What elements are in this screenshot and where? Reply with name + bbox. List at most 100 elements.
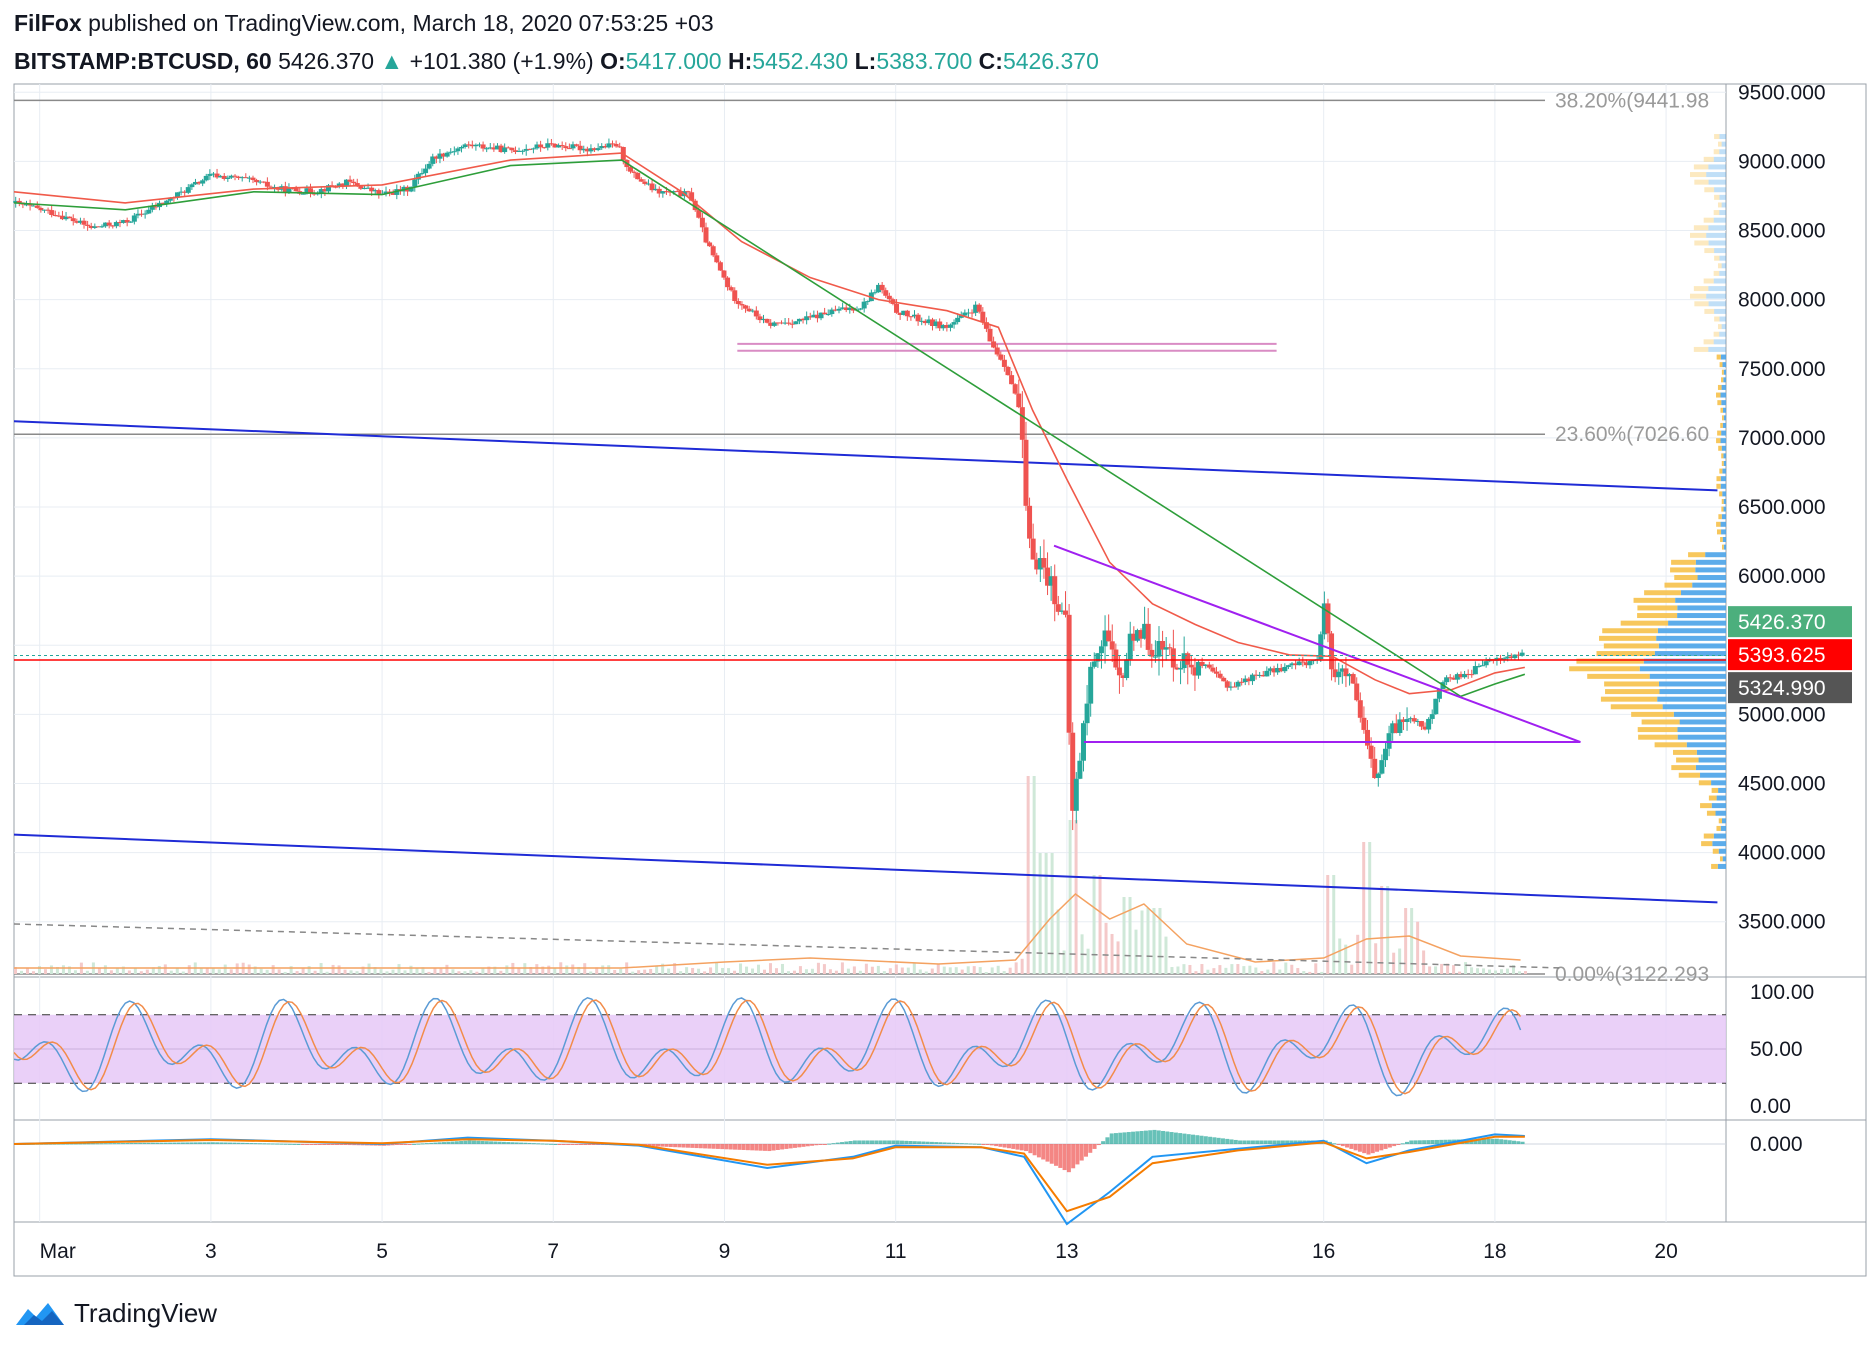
volume-profile-bar — [1695, 765, 1726, 771]
volume-bar — [1320, 971, 1324, 974]
volume-bar — [1146, 908, 1150, 974]
macd-axis-label: 0.000 — [1750, 1133, 1803, 1156]
candle-body — [110, 225, 116, 227]
macd-histogram-bar — [193, 1142, 198, 1144]
volume-profile-bar — [1723, 453, 1726, 459]
candle-body — [1080, 723, 1086, 761]
macd-histogram-bar — [673, 1144, 678, 1148]
macd-histogram-bar — [347, 1144, 352, 1146]
volume-profile-bar — [1706, 293, 1726, 299]
volume-bar — [601, 965, 605, 974]
candle-body — [689, 192, 695, 201]
volume-bar — [1038, 853, 1042, 974]
macd-histogram-bar — [904, 1140, 909, 1144]
volume-profile-bar — [1716, 483, 1721, 489]
price-axis-label: 6500.000 — [1738, 496, 1826, 519]
candle-body — [811, 314, 817, 318]
macd-histogram-bar — [1503, 1139, 1508, 1144]
volume-bar — [259, 968, 263, 974]
candle-body — [502, 147, 508, 153]
footer-brand[interactable]: TradingView — [74, 1298, 218, 1328]
volume-profile-bar — [1708, 240, 1726, 246]
candle-body — [469, 144, 475, 147]
macd-histogram-bar — [536, 1143, 541, 1145]
candle-body — [904, 310, 910, 317]
macd-histogram-bar — [1379, 1144, 1384, 1151]
volume-bar — [1230, 964, 1234, 974]
macd-histogram-bar — [99, 1143, 104, 1145]
volume-profile-bar — [1600, 696, 1658, 702]
author-name[interactable]: FilFox — [14, 10, 82, 36]
candle-body — [1422, 726, 1428, 730]
volume-profile-bar — [1723, 506, 1726, 512]
candle-body — [1019, 407, 1025, 440]
candle-body — [1091, 661, 1097, 667]
candle-body — [1343, 668, 1349, 677]
volume-bar — [1188, 964, 1192, 974]
candle-body — [228, 175, 234, 178]
volume-profile-bar — [1722, 537, 1726, 543]
symbol-label[interactable]: BITSTAMP:BTCUSD, 60 — [14, 48, 272, 74]
candle-body — [27, 204, 33, 206]
price-badge-text: 5393.625 — [1738, 644, 1826, 667]
candle-body — [254, 179, 260, 183]
macd-histogram-bar — [1203, 1136, 1208, 1144]
candle-body — [1210, 667, 1216, 672]
volume-profile-bar — [1717, 384, 1722, 390]
volume-bar — [1344, 944, 1348, 974]
macd-histogram-bar — [424, 1143, 429, 1145]
volume-bar — [1488, 969, 1492, 974]
price-axis-label: 9500.000 — [1738, 81, 1826, 104]
volume-profile-bar — [1717, 863, 1726, 869]
tradingview-logo-icon[interactable] — [14, 1299, 66, 1329]
volume-bar — [493, 966, 497, 974]
volume-bar — [1068, 820, 1072, 974]
volume-bar — [1248, 965, 1252, 974]
candle-body — [1178, 668, 1184, 670]
candle-body — [505, 147, 511, 149]
macd-histogram-bar — [887, 1140, 892, 1144]
candle-body — [1063, 610, 1069, 615]
x-tick-label: 18 — [1483, 1240, 1506, 1263]
volume-bar — [846, 968, 850, 974]
volume-bar — [643, 969, 647, 974]
volume-bar — [1110, 933, 1114, 974]
volume-bar — [121, 966, 125, 974]
candle-body — [1124, 659, 1130, 678]
macd-histogram-bar — [356, 1144, 361, 1146]
candle-body — [678, 191, 684, 197]
candle-body — [1418, 721, 1424, 727]
volume-bar — [433, 967, 437, 974]
candle-body — [1034, 559, 1040, 570]
candle-body — [304, 188, 310, 194]
macd-histogram-bar — [1225, 1138, 1230, 1144]
volume-profile-bar — [1719, 194, 1726, 200]
candle-body — [308, 188, 314, 194]
volume-bar — [1302, 971, 1306, 974]
volume-bar — [774, 968, 778, 974]
volume-bar — [655, 966, 659, 974]
fib-level-label: 23.60%(7026.60 — [1555, 423, 1709, 446]
candle-body — [980, 311, 986, 323]
price-axis-label: 7000.000 — [1738, 427, 1826, 450]
candle-body — [243, 177, 249, 179]
candle-body — [933, 321, 939, 326]
candle-body — [153, 206, 159, 208]
volume-bars — [14, 776, 1527, 974]
candle-body — [592, 148, 598, 151]
candle-body — [45, 209, 51, 211]
volume-bar — [996, 965, 1000, 974]
volume-profile-bar — [1693, 225, 1709, 231]
candle-body — [559, 145, 565, 147]
macd-histogram-bar — [540, 1143, 545, 1145]
volume-bar — [343, 969, 347, 974]
macd-histogram-bar — [1002, 1144, 1007, 1148]
volume-profile-bar — [1711, 787, 1719, 793]
volume-profile-bar — [1675, 597, 1726, 603]
macd-histogram-bar — [309, 1144, 314, 1145]
volume-profile-bar — [1703, 156, 1714, 162]
macd-histogram-bar — [313, 1144, 318, 1145]
candle-body — [239, 177, 245, 179]
volume-profile-bar — [1701, 841, 1713, 847]
